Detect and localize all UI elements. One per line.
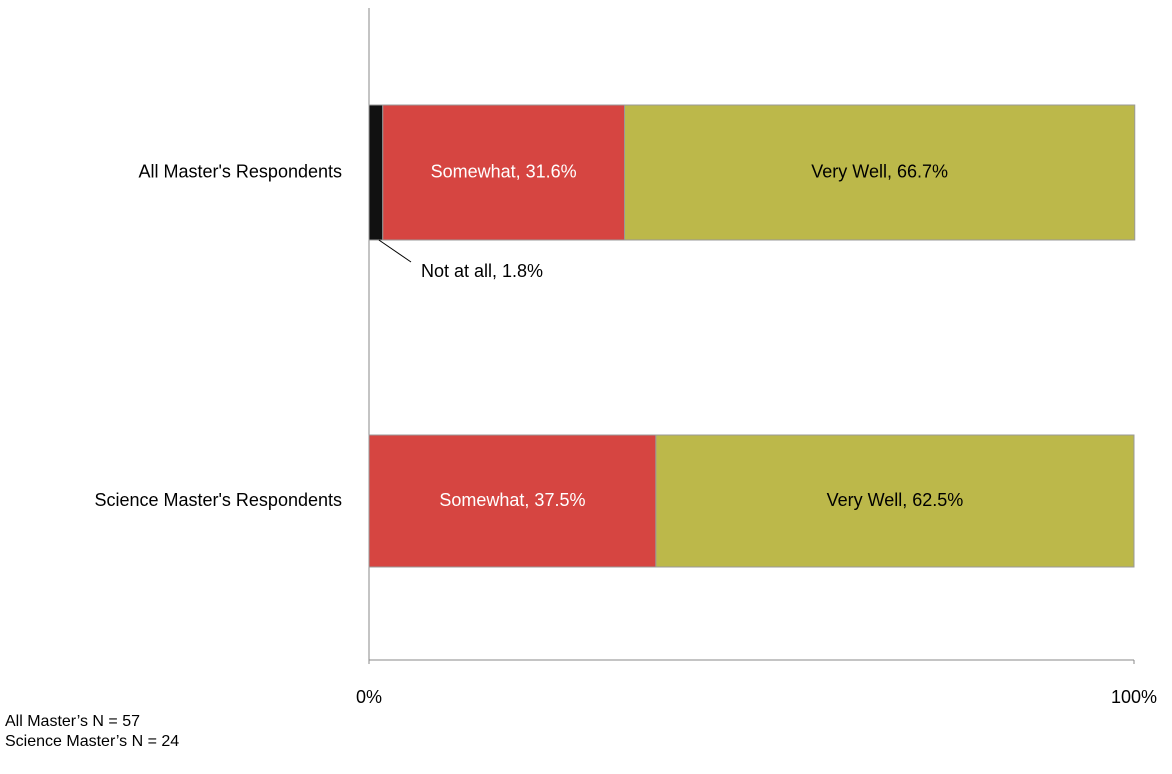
bar-segment [368, 434, 657, 568]
x-tick-label: 100% [1111, 687, 1157, 707]
data-label: Very Well, 62.5% [827, 490, 964, 510]
bar-segment [382, 104, 626, 241]
leader-line [378, 239, 412, 263]
data-label: Somewhat, 31.6% [431, 161, 577, 181]
bar-segment [624, 104, 1136, 241]
annotation: All Master’s N = 57 [5, 713, 140, 730]
category-label: All Master's Respondents [138, 161, 342, 181]
x-tick-label: 0% [356, 687, 382, 707]
annotation: Science Master’s N = 24 [5, 733, 179, 750]
bar-segment [368, 104, 384, 241]
data-label: Somewhat, 37.5% [439, 490, 585, 510]
category-label: Science Master's Respondents [94, 490, 342, 510]
data-label: Very Well, 66.7% [811, 161, 948, 181]
bar-segment [655, 434, 1135, 568]
data-label: Not at all, 1.8% [421, 261, 543, 281]
